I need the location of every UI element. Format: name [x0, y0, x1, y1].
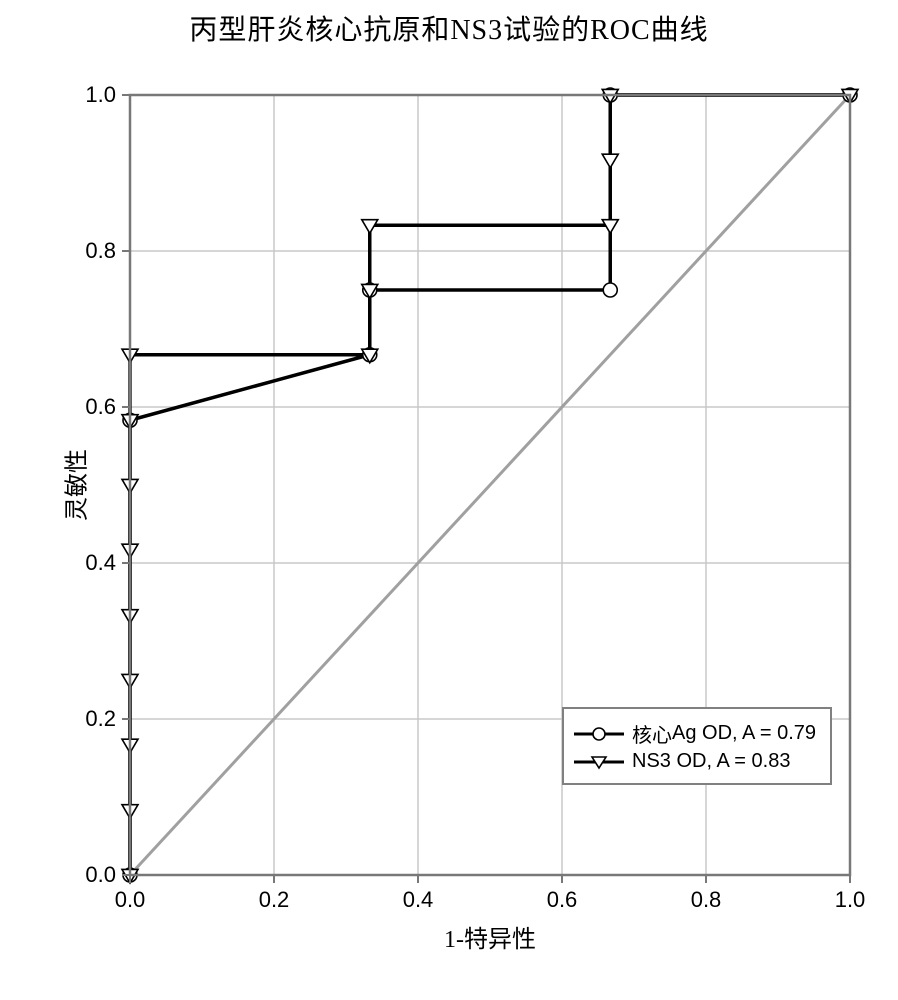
legend-label-core-prefix: 核心	[632, 719, 672, 748]
page: 丙型肝炎核心抗原和NS3试验的ROC曲线 灵敏性 1-特异性 0.00.20.4…	[0, 0, 898, 1000]
triangle-down-marker-icon	[590, 753, 608, 771]
x-tick-label: 0.4	[403, 887, 434, 913]
x-tick-label: 0.2	[259, 887, 290, 913]
y-tick-label: 0.2	[85, 706, 116, 732]
y-tick-label: 0.8	[85, 238, 116, 264]
chart-title: 丙型肝炎核心抗原和NS3试验的ROC曲线	[0, 8, 898, 48]
legend: 核心 Ag OD, A = 0.79 NS3 OD, A = 0.83	[562, 707, 832, 785]
x-tick-label: 1.0	[835, 887, 866, 913]
x-tick-label: 0.8	[691, 887, 722, 913]
legend-label-core-rest: Ag OD, A = 0.79	[672, 722, 816, 745]
x-tick-label: 0.0	[115, 887, 146, 913]
y-tick-label: 0.4	[85, 550, 116, 576]
legend-swatch-core	[574, 725, 624, 743]
circle-marker-icon	[591, 726, 607, 742]
x-tick-label: 0.6	[547, 887, 578, 913]
roc-chart-svg	[60, 85, 860, 955]
y-tick-label: 1.0	[85, 82, 116, 108]
y-tick-label: 0.0	[85, 862, 116, 888]
legend-item-ns3: NS3 OD, A = 0.83	[574, 750, 816, 773]
plot-area: 灵敏性 1-特异性 0.00.20.40.60.81.00.00.20.40.6…	[60, 85, 860, 955]
legend-swatch-ns3	[574, 753, 624, 771]
legend-label-ns3: NS3 OD, A = 0.83	[632, 750, 790, 773]
y-tick-label: 0.6	[85, 394, 116, 420]
legend-item-core: 核心 Ag OD, A = 0.79	[574, 719, 816, 748]
